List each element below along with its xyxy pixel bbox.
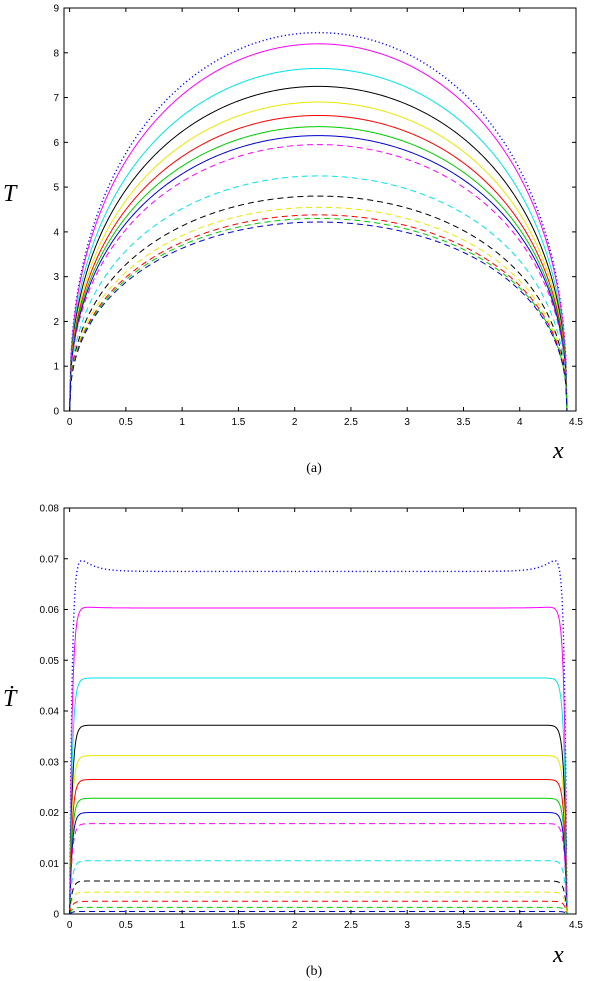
x-tick-label-a-2: 1 [179, 417, 185, 428]
x-tick-label-a-3: 1.5 [231, 417, 245, 428]
series-line-a-0 [68, 31, 568, 412]
series-line-a-9 [69, 175, 568, 412]
series-line-b-8 [69, 823, 568, 915]
x-tick-label-b-1: 0.5 [119, 920, 133, 931]
x-tick-label-a-9: 4.5 [569, 417, 583, 428]
y-tick-label-a-4: 4 [53, 227, 59, 238]
series-line-a-11 [69, 206, 568, 412]
ticks-a: 0 0.5 1 1.5 2 2.5 3 3.5 4 4.5 0 1 2 3 4 5 6 7 8 9 [53, 4, 583, 429]
series-line-a-13 [69, 217, 568, 412]
series-line-b-6 [69, 797, 568, 915]
y-tick-label-b-8: 0.08 [40, 504, 60, 515]
x-tick-label-b-0: 0 [67, 920, 73, 931]
y-tick-label-b-3: 0.03 [40, 757, 60, 768]
series-line-b-2 [69, 677, 568, 915]
series-line-b-10 [69, 880, 568, 915]
y-tick-label-a-2: 2 [53, 317, 59, 328]
plot-frame-b [63, 507, 577, 915]
series-line-b-11 [69, 891, 568, 915]
series-line-a-10 [69, 195, 568, 412]
series-line-b-7 [69, 812, 568, 915]
x-axis-label-b: x [552, 942, 564, 968]
series-line-b-9 [69, 860, 568, 915]
x-tick-label-b-8: 4 [517, 920, 523, 931]
x-tick-label-a-0: 0 [67, 417, 73, 428]
y-tick-label-a-7: 7 [53, 93, 59, 104]
x-tick-label-a-4: 2 [292, 417, 298, 428]
x-tick-label-a-1: 0.5 [119, 417, 133, 428]
x-tick-label-b-5: 2.5 [344, 920, 358, 931]
series-line-a-3 [69, 85, 568, 412]
series-line-a-2 [69, 67, 568, 412]
series-line-a-4 [69, 101, 568, 412]
series-line-a-1 [69, 43, 568, 412]
series-line-b-1 [69, 606, 568, 915]
y-axis-label-b: Ṫ [3, 686, 18, 712]
panel-caption-b: (b) [306, 964, 323, 979]
y-tick-label-a-6: 6 [53, 138, 59, 149]
y-axis-label-a: T [3, 181, 18, 207]
y-tick-label-a-5: 5 [53, 183, 59, 194]
y-tick-label-a-0: 0 [53, 407, 59, 418]
y-tick-label-b-4: 0.04 [40, 707, 60, 718]
x-tick-label-b-7: 3.5 [457, 920, 471, 931]
series-line-a-12 [69, 214, 568, 412]
x-tick-label-b-3: 1.5 [231, 920, 245, 931]
y-tick-label-a-9: 9 [53, 4, 59, 15]
series-line-a-6 [69, 126, 568, 412]
series-line-a-8 [69, 144, 568, 412]
panel-a: 0 0.5 1 1.5 2 2.5 3 3.5 4 4.5 0 1 2 3 4 5 6 7 8 9 T x (a) [3, 4, 583, 477]
series-line-a-5 [69, 114, 568, 412]
y-tick-label-b-1: 0.01 [40, 859, 60, 870]
series-line-b-3 [69, 724, 568, 915]
series-line-b-4 [69, 755, 568, 915]
series-line-b-12 [69, 900, 568, 915]
y-tick-label-b-0: 0 [53, 910, 59, 921]
x-axis-label-a: x [552, 438, 564, 464]
series-line-a-14 [69, 221, 568, 412]
x-tick-label-b-4: 2 [292, 920, 298, 931]
x-tick-label-b-9: 4.5 [569, 920, 583, 931]
series-line-b-0 [68, 559, 568, 915]
series-line-b-13 [69, 906, 568, 915]
series-group-a [68, 31, 568, 412]
panel-b: 0 0.5 1 1.5 2 2.5 3 3.5 4 4.5 0 0.01 0.02 0.03 0.04 0.0… [3, 504, 583, 980]
series-line-b-5 [69, 779, 568, 915]
series-group-b [68, 559, 568, 915]
ticks-b: 0 0.5 1 1.5 2 2.5 3 3.5 4 4.5 0 0.01 0.02 0.03 0.04 0.0… [40, 504, 584, 932]
y-tick-label-a-1: 1 [53, 362, 59, 373]
series-line-a-7 [69, 135, 568, 412]
series-line-b-14 [69, 910, 568, 915]
y-tick-label-a-3: 3 [53, 272, 59, 283]
plot-frame-a [63, 7, 577, 412]
y-tick-label-b-7: 0.07 [40, 554, 60, 565]
y-tick-label-a-8: 8 [53, 48, 59, 59]
y-tick-label-b-5: 0.05 [40, 656, 60, 667]
y-tick-label-b-2: 0.02 [40, 808, 60, 819]
x-tick-label-a-8: 4 [517, 417, 523, 428]
y-tick-label-b-6: 0.06 [40, 605, 60, 616]
x-tick-label-a-7: 3.5 [457, 417, 471, 428]
x-tick-label-a-5: 2.5 [344, 417, 358, 428]
panel-caption-a: (a) [306, 461, 322, 476]
x-tick-label-b-2: 1 [179, 920, 185, 931]
x-tick-label-a-6: 3 [404, 417, 410, 428]
x-tick-label-b-6: 3 [404, 920, 410, 931]
